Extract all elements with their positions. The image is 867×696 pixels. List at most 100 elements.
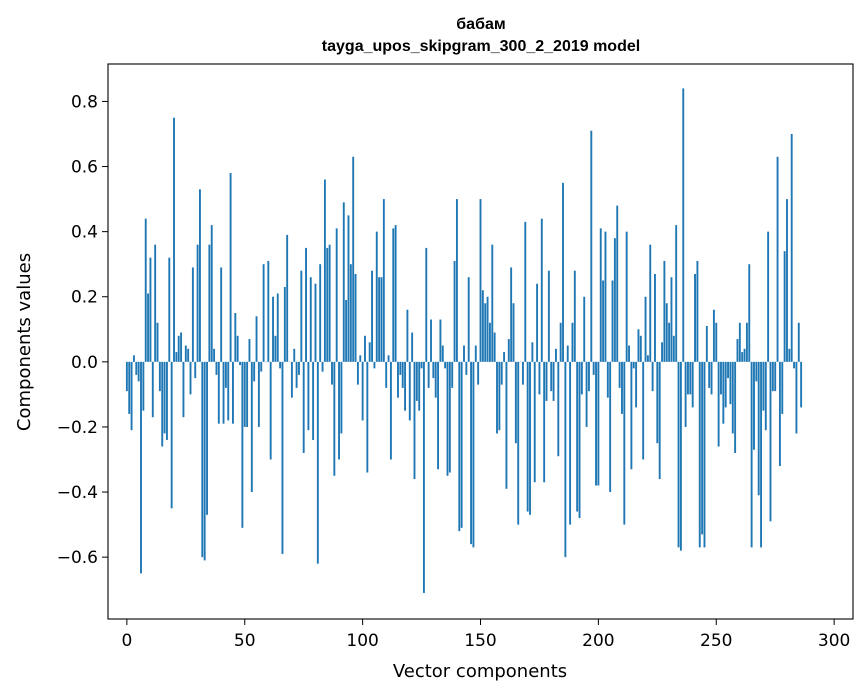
bar-component-197	[590, 130, 593, 362]
bar-component-11	[151, 361, 154, 418]
bar-component-261	[741, 352, 744, 362]
bar-component-149	[477, 361, 480, 385]
bar-component-98	[356, 361, 359, 385]
bar-component-9	[147, 293, 150, 362]
bar-component-245	[703, 361, 706, 548]
bar-component-34	[206, 361, 208, 515]
bar-component-32	[201, 361, 204, 558]
bar-component-204	[606, 361, 609, 398]
bar-component-21	[175, 352, 178, 362]
bar-component-155	[491, 244, 494, 362]
bar-component-119	[406, 309, 409, 362]
y-axis-ticks: −0.6 −0.4 −0.2 0.0 0.2 0.4 0.6 0.8	[57, 92, 108, 568]
x-tick-label: 50	[234, 631, 256, 651]
bar-component-49	[241, 361, 244, 528]
bar-component-0	[125, 361, 128, 392]
bar-component-20	[173, 117, 175, 362]
y-axis-label: Components values	[14, 253, 35, 431]
bar-component-175	[538, 361, 541, 395]
bar-component-251	[717, 361, 720, 447]
bar-component-108	[380, 277, 383, 362]
bar-component-237	[684, 361, 687, 427]
y-tick-label: −0.4	[57, 483, 98, 503]
bar-component-106	[375, 231, 378, 362]
bar-component-274	[771, 361, 774, 392]
bar-component-48	[239, 361, 241, 366]
bar-component-56	[257, 361, 260, 427]
bar-component-46	[234, 313, 237, 362]
bar-component-116	[399, 361, 402, 375]
bar-component-140	[455, 199, 458, 362]
bar-component-39	[217, 361, 220, 424]
y-tick-label: 0.8	[71, 92, 98, 112]
bar-component-61	[269, 361, 272, 460]
bar-component-259	[736, 339, 739, 362]
bar-component-38	[215, 361, 218, 375]
bar-component-198	[592, 361, 595, 375]
bar-component-52	[248, 339, 251, 362]
y-tick-label: −0.6	[57, 548, 98, 568]
bar-component-196	[588, 361, 590, 392]
bar-component-134	[441, 345, 444, 362]
bar-component-212	[625, 231, 628, 362]
bar-component-189	[571, 322, 574, 362]
bar-component-223	[651, 361, 654, 392]
bar-component-66	[281, 361, 284, 554]
x-tick-label: 300	[818, 631, 850, 651]
bar-component-185	[562, 182, 564, 362]
bar-component-285	[797, 322, 800, 362]
bar-component-275	[774, 361, 777, 392]
bar-component-67	[283, 286, 286, 362]
bar-component-76	[305, 247, 307, 362]
bar-component-191	[576, 361, 579, 512]
y-tick-label: 0.0	[71, 353, 98, 373]
bar-component-87	[331, 361, 333, 385]
bar-component-90	[338, 361, 340, 460]
bar-component-109	[382, 199, 385, 362]
bar-component-23	[180, 332, 183, 362]
bar-component-118	[404, 361, 406, 411]
bar-component-17	[166, 361, 168, 440]
bar-component-10	[149, 257, 152, 362]
bar-component-50	[243, 361, 246, 427]
bar-component-78	[309, 277, 312, 362]
bar-component-27	[189, 361, 192, 395]
bar-component-131	[434, 361, 437, 398]
bar-component-58	[262, 264, 265, 362]
bar-component-142	[460, 361, 463, 528]
bar-component-240	[691, 361, 694, 408]
bar-component-242	[696, 260, 699, 362]
chart-subtitle: tayga_upos_skipgram_300_2_2019 model	[322, 38, 640, 55]
bar-component-132	[437, 361, 440, 470]
bar-component-152	[484, 303, 487, 362]
bar-component-36	[210, 225, 213, 362]
bar-component-45	[232, 361, 234, 424]
bar-component-283	[793, 361, 796, 369]
bar-component-126	[422, 361, 425, 593]
bar-component-6	[140, 361, 142, 574]
bar-component-26	[187, 348, 190, 362]
bar-component-268	[757, 361, 760, 496]
bar-component-256	[729, 361, 732, 405]
bar-component-226	[658, 361, 661, 480]
bar-component-2	[130, 361, 133, 431]
bar-component-68	[286, 234, 289, 362]
bar-component-164	[512, 303, 515, 362]
bar-component-100	[361, 361, 364, 421]
bar-component-228	[663, 260, 666, 362]
bar-component-29	[194, 361, 197, 379]
bar-component-18	[168, 257, 171, 362]
plot-area-frame	[107, 63, 854, 620]
bar-component-279	[783, 251, 786, 362]
bar-component-77	[307, 361, 310, 431]
bar-component-282	[790, 133, 793, 362]
bar-component-101	[364, 335, 366, 362]
bar-component-194	[583, 296, 586, 362]
bar-component-144	[465, 361, 468, 375]
bar-component-24	[182, 361, 185, 418]
bar-component-176	[540, 218, 543, 362]
bar-component-166	[517, 361, 520, 525]
bar-component-91	[340, 361, 343, 434]
bar-component-102	[366, 361, 369, 473]
bar-component-95	[349, 264, 352, 362]
